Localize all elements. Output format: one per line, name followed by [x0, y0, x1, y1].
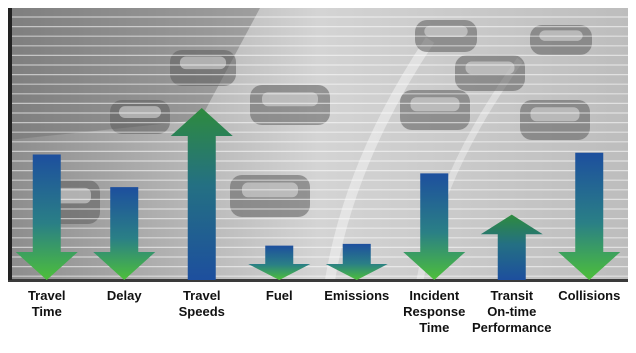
car-window — [424, 25, 468, 37]
arrow-down — [93, 187, 156, 280]
arrow-down — [403, 173, 466, 280]
car-window — [179, 56, 227, 70]
category-label-line: Speeds — [179, 304, 225, 319]
category-label-line: Emissions — [324, 288, 389, 303]
category-label: Emissions — [324, 288, 389, 303]
car-window — [119, 106, 161, 119]
category-label-line: Collisions — [558, 288, 620, 303]
category-label-line: On-time — [487, 304, 536, 319]
arrow-down — [15, 154, 78, 280]
arrow-marks — [15, 108, 621, 280]
car-window — [530, 107, 580, 122]
category-label: Collisions — [558, 288, 620, 303]
road-line — [325, 37, 435, 281]
category-label-line: Travel — [183, 288, 221, 303]
category-label-line: Delay — [107, 288, 142, 303]
frame-left — [8, 8, 12, 280]
arrow-up — [170, 108, 233, 280]
category-label-line: Transit — [490, 288, 533, 303]
arrow-up — [480, 214, 543, 280]
category-label-line: Fuel — [266, 288, 293, 303]
car-window — [465, 61, 515, 75]
category-label-line: Travel — [28, 288, 66, 303]
category-label-line: Incident — [409, 288, 460, 303]
car-window — [262, 92, 318, 107]
category-label: Delay — [107, 288, 142, 303]
category-label: Fuel — [266, 288, 293, 303]
category-label-line: Time — [32, 304, 62, 319]
arrow-down — [558, 152, 621, 280]
category-label-line: Time — [419, 320, 449, 335]
category-label-line: Performance — [472, 320, 551, 335]
arrow-down — [248, 245, 311, 280]
car-window — [410, 97, 460, 112]
category-label-line: Response — [403, 304, 465, 319]
baseline — [8, 279, 628, 282]
arrow-down — [325, 243, 388, 280]
category-label: Incident Response Time — [403, 288, 465, 335]
category-label: Travel Speeds — [179, 288, 225, 319]
background-photo — [8, 8, 628, 282]
category-label: Travel Time — [28, 288, 66, 319]
category-label: Transit On-time Performance — [472, 288, 551, 335]
